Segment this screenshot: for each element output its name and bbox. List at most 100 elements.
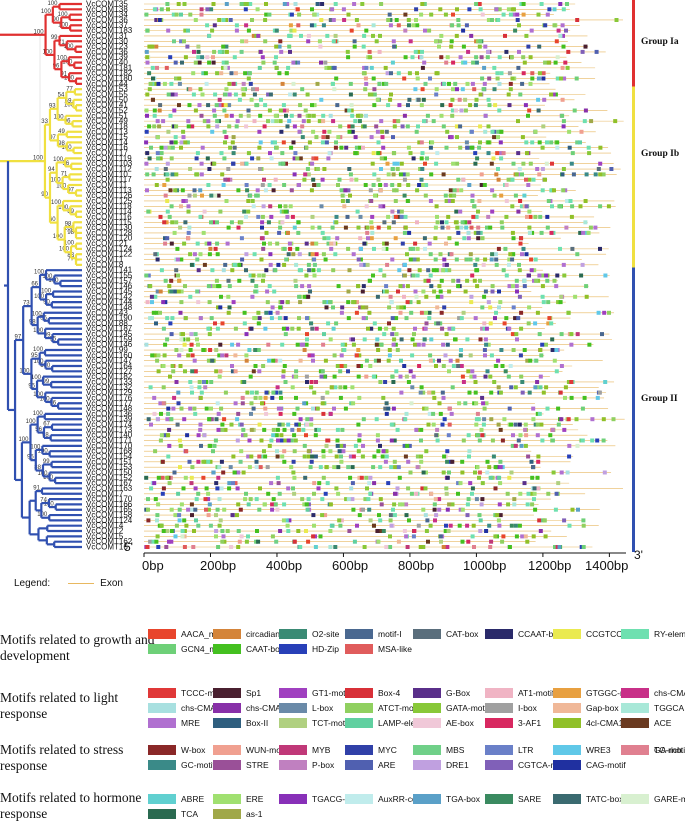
motif-mark — [156, 502, 161, 507]
bootstrap-value: 100 — [18, 437, 29, 443]
motif-mark — [496, 177, 501, 182]
motif-mark — [427, 310, 432, 315]
motif-mark — [566, 310, 571, 315]
motif-mark — [322, 332, 326, 337]
motif-mark — [302, 348, 307, 352]
motif-mark — [497, 305, 501, 310]
motif-mark — [196, 49, 201, 54]
motif-swatch — [485, 794, 513, 804]
motif-mark — [536, 76, 541, 81]
motif-mark — [587, 151, 592, 156]
motif-mark — [376, 225, 381, 230]
motif-mark — [576, 507, 580, 512]
motif-mark — [156, 369, 161, 374]
motif-mark — [460, 220, 465, 225]
motif-mark — [511, 12, 516, 17]
motif-mark — [556, 406, 561, 411]
motif-mark — [614, 18, 619, 22]
motif-mark — [463, 401, 468, 406]
motif-mark — [273, 177, 278, 182]
motif-mark — [422, 119, 426, 124]
motif-mark — [510, 443, 515, 448]
motif-mark — [388, 513, 393, 518]
motif-mark — [186, 204, 191, 209]
motif-mark — [441, 395, 446, 400]
motif-mark — [269, 438, 274, 443]
motif-mark — [338, 523, 343, 528]
motif-mark — [497, 7, 502, 12]
motif-mark — [244, 252, 249, 257]
motif-mark — [333, 385, 338, 390]
motif-mark — [370, 214, 375, 219]
motif-mark — [371, 374, 376, 379]
motif-mark — [463, 97, 468, 102]
motif-mark — [285, 2, 290, 6]
motif-name: TGA-box — [446, 794, 481, 804]
motif-mark — [174, 172, 179, 177]
motif-mark — [478, 230, 483, 235]
motif-mark — [406, 145, 411, 150]
motif-mark — [494, 172, 499, 177]
motif-mark — [385, 262, 390, 267]
motif-mark — [447, 236, 452, 241]
motif-mark — [395, 427, 400, 432]
motif-mark — [309, 321, 314, 326]
motif-mark — [475, 257, 480, 262]
motif-swatch — [148, 703, 176, 713]
motif-mark — [474, 97, 479, 102]
motif-mark — [367, 310, 372, 315]
motif-mark — [221, 44, 226, 49]
motif-mark — [179, 289, 184, 294]
motif-mark — [364, 316, 368, 321]
motif-mark — [545, 140, 549, 145]
motif-mark — [361, 145, 365, 150]
motif-mark — [156, 81, 161, 86]
motif-mark — [221, 534, 226, 539]
motif-mark — [209, 316, 214, 321]
motif-mark — [240, 39, 245, 44]
motif-mark — [367, 49, 372, 54]
bootstrap-value: 67 — [43, 422, 50, 428]
motif-mark — [405, 172, 410, 177]
motif-mark — [274, 55, 278, 60]
motif-swatch — [148, 629, 176, 639]
motif-mark — [165, 236, 170, 241]
motif-mark — [410, 385, 415, 390]
motif-mark — [346, 289, 351, 294]
motif-mark — [467, 449, 472, 454]
motif-mark — [308, 289, 312, 294]
motif-mark — [219, 459, 224, 464]
motif-mark — [490, 18, 494, 22]
motif-mark — [422, 2, 427, 6]
motif-mark — [504, 214, 509, 219]
motif-mark — [530, 76, 535, 81]
motif-mark — [486, 214, 491, 219]
motif-mark — [335, 427, 340, 432]
motif-mark — [561, 33, 565, 38]
motif-mark — [391, 342, 396, 347]
motif-mark — [438, 289, 443, 294]
motif-mark — [443, 529, 448, 533]
motif-mark — [365, 225, 370, 230]
motif-mark — [550, 427, 555, 432]
motif-mark — [282, 449, 287, 454]
motif-mark — [482, 348, 487, 352]
motif-mark — [489, 390, 494, 395]
motif-mark — [468, 257, 473, 262]
motif-mark — [149, 145, 153, 150]
bootstrap-value: 100 — [30, 444, 41, 450]
motif-mark — [166, 433, 171, 438]
motif-mark — [470, 273, 475, 278]
motif-mark — [313, 545, 318, 549]
motif-mark — [516, 316, 521, 321]
motif-mark — [530, 491, 535, 496]
motif-mark — [200, 145, 205, 150]
motif-mark — [384, 401, 389, 406]
motif-mark — [339, 364, 344, 368]
motif-name: MBS — [446, 745, 465, 755]
motif-mark — [508, 87, 513, 92]
motif-mark — [314, 241, 319, 246]
motif-mark — [507, 326, 512, 331]
motif-swatch — [213, 760, 241, 770]
motif-mark — [461, 380, 466, 384]
